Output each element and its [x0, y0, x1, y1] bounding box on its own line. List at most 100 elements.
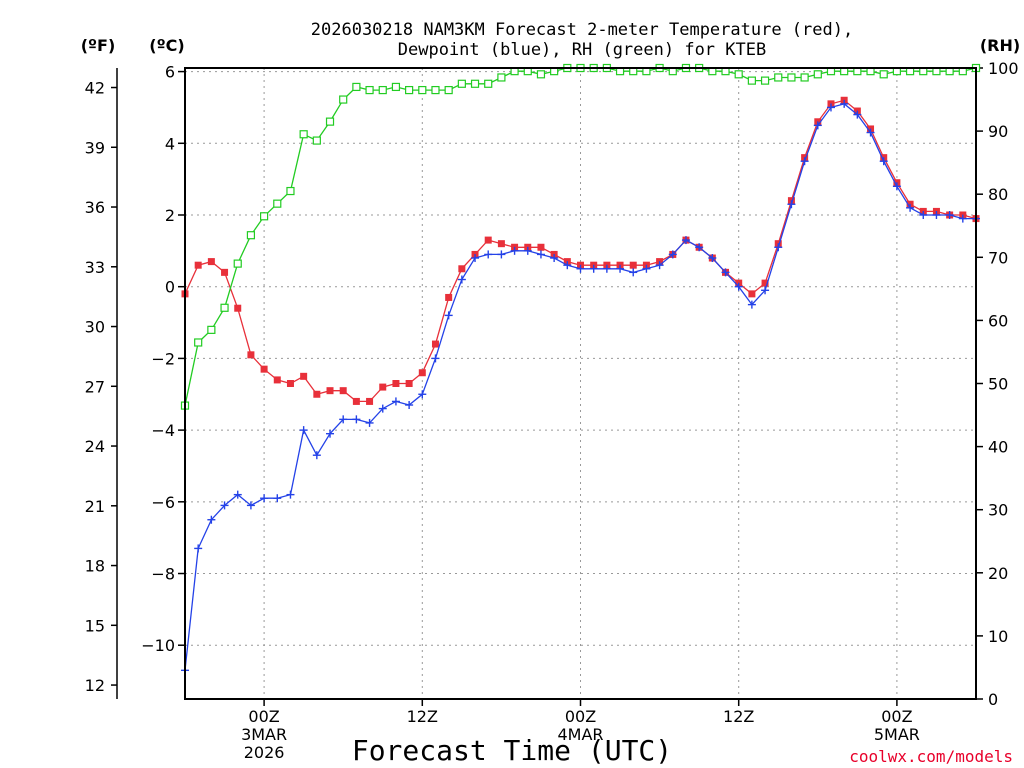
dewpoint-point: [668, 250, 677, 259]
rh-point: [734, 70, 743, 79]
temperature-point: [484, 236, 492, 244]
temperature-point: [379, 383, 387, 391]
fahrenheit-tick-label: 15: [85, 616, 105, 635]
rh-point: [391, 82, 401, 92]
temperature-point: [352, 397, 360, 405]
celsius-tick-label: 0: [165, 278, 175, 297]
dewpoint-point: [708, 254, 717, 263]
temperature-point: [313, 390, 321, 398]
rh-point: [470, 79, 480, 88]
grid-lines: [185, 68, 976, 699]
celsius-tick-label: −4: [151, 421, 175, 440]
temperature-point: [497, 240, 505, 248]
rh-point: [273, 199, 282, 208]
dewpoint-point: [563, 261, 572, 270]
fahrenheit-unit-label: (ºF): [81, 36, 116, 55]
fahrenheit-tick-label: 33: [85, 258, 105, 277]
dewpoint-point: [840, 99, 849, 108]
rh-tick-label: 80: [988, 185, 1008, 204]
temperature-point: [629, 261, 637, 269]
temperature-point: [260, 365, 268, 373]
dewpoint-point: [853, 110, 862, 119]
credit-text: coolwx.com/models: [849, 747, 1013, 766]
rh-tick-label: 100: [988, 59, 1019, 78]
celsius-tick-label: −6: [151, 493, 175, 512]
dewpoint-point: [260, 494, 269, 503]
time-tick-label: 12Z: [407, 707, 438, 726]
dewpoint-point: [721, 268, 730, 277]
time-date-label: 3MAR: [241, 725, 287, 744]
time-tick-label: 00Z: [881, 707, 912, 726]
dewpoint-point: [352, 415, 361, 424]
rh-point: [760, 76, 770, 85]
dewpoint-point: [286, 490, 295, 499]
temperature-point: [300, 372, 308, 380]
temperature-point: [445, 293, 453, 301]
dewpoint-point: [523, 246, 532, 255]
x-axis-title: Forecast Time (UTC): [352, 734, 672, 767]
dewpoint-point: [431, 354, 440, 363]
temperature-point: [194, 261, 202, 269]
rh-point: [286, 186, 295, 196]
dewpoint-point: [207, 515, 216, 524]
rh-point: [207, 325, 216, 334]
time-tick-label: 00Z: [565, 707, 596, 726]
rh-point: [787, 73, 796, 82]
temperature-point: [247, 351, 255, 359]
celsius-tick-label: 2: [165, 206, 175, 225]
fahrenheit-tick-label: 30: [85, 318, 105, 337]
dewpoint-point: [932, 210, 941, 219]
dewpoint-point: [299, 426, 308, 435]
dewpoint-point: [391, 397, 400, 406]
rh-point: [312, 136, 321, 145]
temperature-point: [431, 340, 439, 348]
fahrenheit-tick-label: 18: [85, 557, 105, 576]
temperature-point: [418, 369, 426, 377]
rh-point: [800, 73, 809, 82]
dewpoint-point: [774, 243, 783, 252]
temperature-point: [339, 387, 347, 395]
dewpoint-point: [312, 451, 321, 460]
dewpoint-point: [365, 418, 374, 427]
dewpoint-point: [892, 182, 901, 191]
dewpoint-point: [326, 429, 335, 438]
rh-point: [457, 79, 466, 88]
fahrenheit-tick-label: 39: [85, 138, 105, 157]
fahrenheit-tick-label: 12: [85, 676, 105, 695]
time-tick-label: 12Z: [723, 707, 754, 726]
rh-tick-label: 50: [988, 375, 1008, 394]
dewpoint-point: [378, 404, 387, 413]
data-series: [180, 63, 981, 675]
dewpoint-point: [576, 264, 585, 273]
chart-title-line2: Dewpoint (blue), RH (green) for KTEB: [398, 40, 766, 60]
dewpoint-point: [761, 286, 770, 295]
dewpoint-point: [813, 121, 822, 130]
temperature-point: [207, 258, 215, 266]
dewpoint-point: [800, 157, 809, 166]
rh-point: [813, 70, 822, 79]
dewpoint-point: [787, 200, 796, 209]
rh-tick-label: 70: [988, 248, 1008, 267]
dewpoint-point: [879, 157, 888, 166]
rh-point: [484, 79, 493, 88]
dewpoint-point: [602, 264, 611, 273]
temperature-point: [761, 279, 769, 287]
fahrenheit-tick-label: 42: [85, 79, 105, 98]
dewpoint-point: [220, 501, 229, 510]
rh-point: [774, 73, 783, 82]
rh-point: [497, 73, 506, 82]
dewpoint-point: [550, 254, 559, 263]
celsius-tick-label: −8: [151, 565, 175, 584]
rh-point: [194, 338, 203, 347]
rh-tick-label: 30: [988, 501, 1008, 520]
rh-point: [325, 117, 335, 126]
dewpoint-point: [484, 250, 493, 259]
temperature-point: [273, 376, 281, 384]
fahrenheit-tick-label: 21: [85, 497, 105, 516]
rh-tick-label: 60: [988, 311, 1008, 330]
rh-point: [365, 85, 374, 95]
rh-point: [378, 85, 387, 95]
rh-point: [747, 76, 756, 85]
celsius-tick-label: 6: [165, 63, 175, 82]
